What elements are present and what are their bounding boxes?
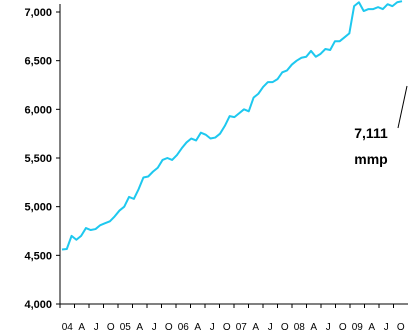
annotation-value: 7,111 bbox=[354, 125, 388, 141]
y-tick-label: 5,000 bbox=[24, 202, 52, 214]
x-tick-label: O bbox=[281, 322, 289, 333]
series-layer bbox=[61, 0, 403, 251]
x-tick-label: 07 bbox=[236, 322, 248, 333]
x-tick-label: J bbox=[94, 322, 99, 333]
annotation-leader-line bbox=[397, 85, 408, 129]
x-tick-label: 06 bbox=[178, 322, 190, 333]
x-tick-label: 05 bbox=[120, 322, 132, 333]
x-tick-label: O bbox=[339, 322, 347, 333]
x-tick-label: A bbox=[78, 322, 85, 333]
x-tick-label: 08 bbox=[294, 322, 306, 333]
y-tick-label: 6,500 bbox=[24, 56, 52, 68]
x-tick-label: O bbox=[223, 322, 231, 333]
x-tick-label: 04 bbox=[62, 322, 74, 333]
y-tick-label: 6,000 bbox=[24, 104, 52, 116]
x-tick-label: O bbox=[107, 322, 115, 333]
y-tick-label: 5,500 bbox=[24, 153, 52, 165]
x-tick-label: A bbox=[368, 322, 375, 333]
x-axis: 04 A J O 05 A J O 06 A J O 07 A J O 08 A J O 09 A J O bbox=[59, 303, 408, 333]
annotation-unit: mmp bbox=[354, 151, 387, 167]
x-tick-label: J bbox=[268, 322, 273, 333]
x-tick-label: 09 bbox=[352, 322, 364, 333]
x-tick-label: J bbox=[210, 322, 215, 333]
y-tick-label: 7,000 bbox=[24, 7, 52, 19]
x-tick-label: A bbox=[252, 322, 259, 333]
series-line-0 bbox=[61, 0, 403, 251]
x-tick-label: J bbox=[384, 322, 389, 333]
x-tick-label: J bbox=[326, 322, 331, 333]
x-tick-label: A bbox=[136, 322, 143, 333]
x-tick-label: J bbox=[152, 322, 157, 333]
y-tick-label: 4,500 bbox=[24, 250, 52, 262]
x-tick-label: A bbox=[194, 322, 201, 333]
x-tick-label: O bbox=[165, 322, 173, 333]
x-tick-label: O bbox=[397, 322, 405, 333]
y-tick-label: 4,000 bbox=[24, 299, 52, 311]
y-axis: 4,000 4,500 5,000 5,500 6,000 6,500 7,000 bbox=[24, 4, 61, 311]
x-tick-label: A bbox=[310, 322, 317, 333]
